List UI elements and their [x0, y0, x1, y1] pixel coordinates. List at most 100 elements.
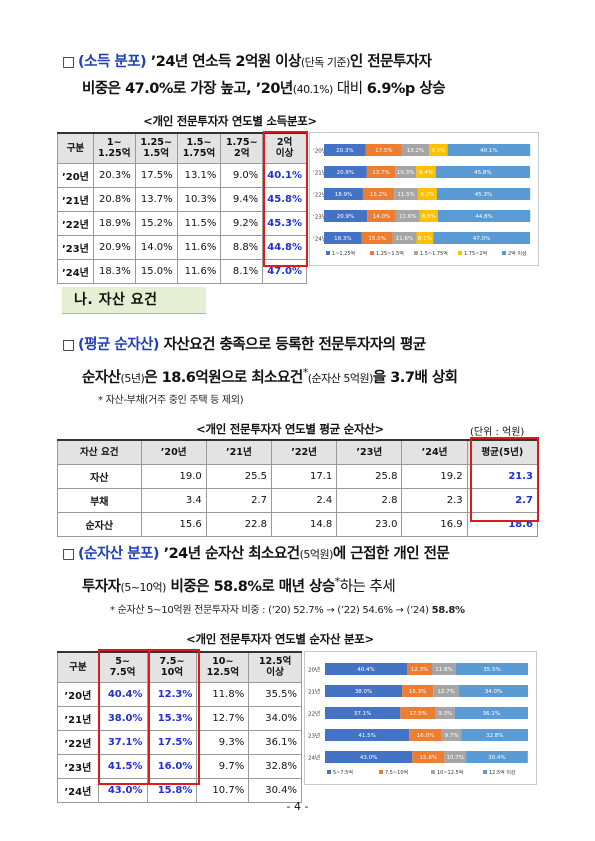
- table-cell-highlight: 15.8%: [146, 777, 198, 803]
- net-asset-text-note: (5년): [120, 371, 145, 385]
- bar-segment: [416, 232, 434, 244]
- table-cell: 36.1%: [248, 729, 302, 755]
- data-label: 15.3%: [409, 689, 426, 695]
- header-cell: 7.5~ 10억: [146, 651, 198, 683]
- table-cell-highlight: 15.3%: [146, 705, 198, 731]
- bar-segment: [461, 729, 528, 741]
- table-cell-highlight: 44.8%: [262, 234, 307, 260]
- table-cell-highlight: 17.5%: [146, 729, 198, 755]
- income-text: 인 전문투자자: [349, 54, 432, 70]
- page-number: - 4 -: [286, 800, 309, 813]
- net-dist-text: ’24년 순자산 최소요건: [159, 546, 301, 562]
- table-row: ’24년 43.0% 15.8% 10.7% 30.4%: [57, 777, 302, 803]
- data-label: 20.8%: [337, 170, 354, 176]
- table-cell: 15.6: [140, 511, 207, 537]
- header-cell: 2억 이상: [262, 132, 307, 164]
- header-cell: 10~ 12.5억: [196, 651, 250, 683]
- data-label: 43.0%: [360, 755, 377, 761]
- row-year: ’24년: [57, 258, 94, 284]
- header-cell: ’23년: [336, 439, 403, 465]
- category-label: 20년: [308, 666, 320, 674]
- header-cell: ’21년: [205, 439, 273, 465]
- row-year: ’22년: [57, 729, 99, 755]
- data-label: 34.0%: [485, 689, 502, 695]
- net-asset-text: 으로 최소요건: [221, 369, 303, 386]
- assets-table-header: 자산 요건 ’20년 ’21년 ’22년 ’23년 ’24년 평균(5년): [57, 439, 539, 465]
- bar-segment: [362, 188, 395, 200]
- assets-table: 자산 요건 ’20년 ’21년 ’22년 ’23년 ’24년 평균(5년) 자산…: [57, 439, 539, 537]
- footnote-mark: *: [302, 366, 309, 379]
- table-cell: 10.7%: [196, 777, 250, 803]
- row-year: ’24년: [57, 777, 99, 803]
- net-asset-text: 을: [372, 369, 391, 386]
- bar-segment: [366, 166, 396, 178]
- table-cell: 20.8%: [92, 186, 136, 212]
- income-table-header: 구분 1~ 1.25억 1.25~ 1.5억 1.5~ 1.75억 1.75~ …: [57, 132, 307, 164]
- bar-segment: [324, 188, 363, 200]
- table-cell-highlight: 21.3: [466, 463, 539, 489]
- bar-segment: [324, 166, 367, 178]
- table-cell: 25.5: [205, 463, 273, 489]
- net-dist-highlight-value: 58.8%: [213, 578, 262, 595]
- netdist-table-header: 구분 5~ 7.5억 7.5~ 10억 10~ 12.5억 12.5억 이상: [57, 651, 302, 683]
- bar-segment: [325, 707, 401, 719]
- data-label: 36.1%: [483, 711, 500, 717]
- bar-segment: [466, 751, 528, 763]
- assets-table-unit: (단위 : 억원): [470, 427, 525, 438]
- data-label: 18.9%: [335, 192, 352, 198]
- income-text: ’24년 연소득 2억원 이상: [146, 54, 302, 70]
- checkbox-bullet: □: [62, 337, 75, 353]
- table-cell: 23.0: [336, 511, 403, 537]
- header-cell: 자산 요건: [57, 439, 142, 465]
- bar-segment: [325, 663, 408, 675]
- data-label: 15.2%: [370, 192, 387, 198]
- income-highlight-value: 6.9%p 상승: [366, 81, 446, 97]
- bar-segment: [407, 663, 432, 675]
- bar-segment: [402, 685, 434, 697]
- header-cell: 구분: [57, 651, 99, 683]
- row-label: 부채: [57, 487, 142, 513]
- net-asset-text: 순자산: [82, 369, 121, 386]
- net-asset-label: (평균 순자산): [78, 337, 160, 353]
- bar-segment: [435, 707, 455, 719]
- table-cell-highlight: 38.0%: [97, 705, 148, 731]
- table-cell: 18.9%: [92, 210, 136, 236]
- income-paragraph: □ (소득 분포) ’24년 연소득 2억원 이상(단독 기준)인 전문투자자 비…: [62, 49, 552, 103]
- table-cell: 17.1: [270, 463, 338, 489]
- table-row: ’24년 18.3% 15.0% 11.6% 8.1% 47.0%: [57, 258, 307, 284]
- income-text: 비중은: [82, 81, 126, 97]
- header-cell: 1.25~ 1.5억: [134, 132, 178, 164]
- row-year: ’21년: [57, 705, 99, 731]
- net-asset-paragraph-line-2: 순자산(5년)은 18.6억원으로 최소요건*(순자산 5억원)을 3.7배 상…: [62, 359, 552, 392]
- bar-segment: [395, 166, 417, 178]
- bar-segment: [325, 729, 410, 741]
- category-label: ‘24년: [313, 235, 327, 243]
- data-label: 18.3%: [334, 236, 351, 242]
- category-label: ‘23년: [313, 213, 327, 221]
- legend-swatch: [431, 770, 435, 774]
- table-cell: 2.3: [401, 487, 468, 513]
- data-label: 12.3%: [411, 667, 428, 673]
- table-cell: 25.8: [336, 463, 403, 489]
- table-cell-highlight: 18.6: [466, 511, 539, 537]
- table-row: 자산 19.0 25.5 17.1 25.8 19.2 21.3: [57, 463, 539, 489]
- data-label: 13.2%: [407, 148, 424, 154]
- data-label: 41.5%: [358, 733, 375, 739]
- data-label: 14.0%: [373, 214, 390, 220]
- bar-segment: [416, 166, 436, 178]
- table-cell-highlight: 41.5%: [97, 753, 148, 779]
- data-label: 45.8%: [474, 170, 491, 176]
- netdist-chart: 20년 40.4% 12.3% 11.8% 35.5% 21년 38.0% 15.3% 12.7…: [304, 651, 537, 785]
- legend-label: 7.5~10억: [385, 769, 408, 776]
- bar-segment: [437, 210, 531, 222]
- bar-segment: [325, 685, 403, 697]
- table-cell: 11.6%: [176, 234, 222, 260]
- net-asset-highlight-value: 3.7배 상회: [390, 369, 458, 386]
- table-cell-highlight: 43.0%: [97, 777, 148, 803]
- bar-segment: [401, 144, 430, 156]
- assets-table-caption: <개인 전문투자자 연도별 평균 순자산>: [196, 422, 384, 436]
- income-paragraph-line-2: 비중은 47.0%로 가장 높고, ’20년(40.1%) 대비 6.9%p 상…: [62, 76, 552, 103]
- bar-segment: [441, 729, 462, 741]
- legend-swatch: [379, 770, 383, 774]
- income-text: 대비: [332, 81, 367, 97]
